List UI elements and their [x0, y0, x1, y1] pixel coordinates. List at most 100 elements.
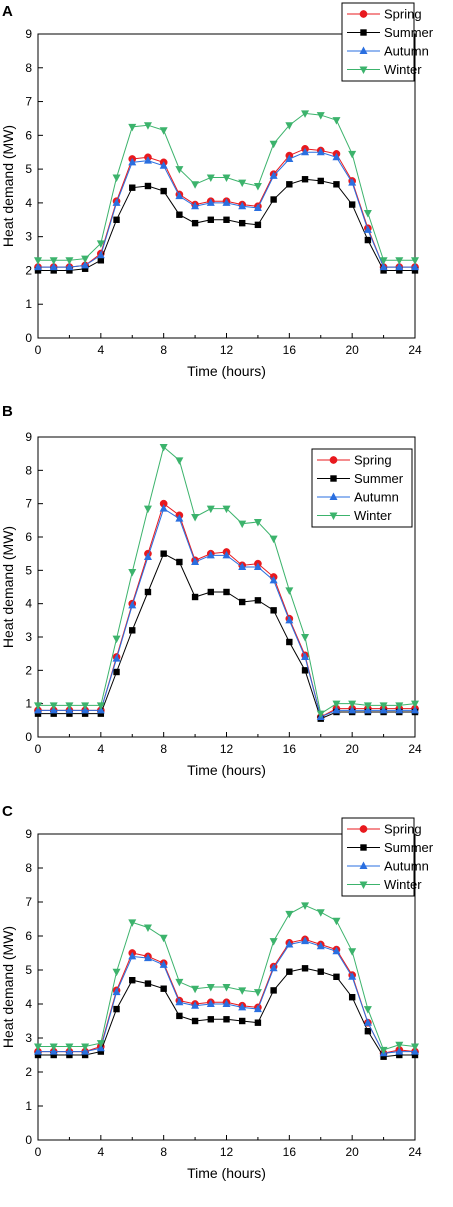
- data-point-autumn: [65, 262, 74, 271]
- data-point-autumn: [222, 198, 231, 206]
- data-point-summer: [286, 181, 293, 188]
- data-point-autumn: [238, 562, 247, 570]
- data-point-autumn: [363, 225, 372, 233]
- data-point-summer: [160, 550, 167, 557]
- data-point-winter: [65, 1043, 74, 1051]
- data-point-summer: [97, 257, 105, 264]
- x-tick-label: 12: [220, 1145, 234, 1159]
- x-tick-label: 0: [35, 343, 42, 357]
- data-point-autumn: [301, 147, 310, 156]
- x-axis-ticks: 0 4 8 12 16 20 24: [35, 1135, 422, 1159]
- data-point-winter: [34, 257, 42, 265]
- panel-letter: A: [2, 3, 13, 20]
- data-point-summer: [254, 221, 262, 229]
- legend-label-autumn: Autumn: [384, 859, 429, 874]
- data-point-winter: [411, 700, 419, 709]
- y-tick-label: 7: [25, 895, 32, 909]
- data-point-winter: [175, 978, 184, 987]
- y-tick-label: 4: [25, 597, 32, 611]
- data-point-summer: [286, 968, 293, 975]
- x-axis-title: Time (hours): [187, 363, 266, 379]
- data-point-winter: [332, 700, 341, 709]
- y-tick-label: 3: [25, 230, 32, 244]
- data-point-summer: [239, 219, 246, 227]
- legend-marker-spring: [329, 456, 338, 464]
- series-autumn: [34, 504, 419, 720]
- y-tick-label: 6: [25, 530, 32, 544]
- y-tick-label: 8: [25, 463, 32, 477]
- data-point-winter: [332, 117, 341, 125]
- data-point-summer: [239, 1017, 246, 1025]
- data-point-autumn: [285, 615, 294, 624]
- data-point-summer: [81, 710, 89, 717]
- y-tick-label: 2: [25, 263, 32, 277]
- series-line-autumn: [38, 940, 415, 1054]
- data-point-winter: [316, 909, 325, 917]
- data-point-autumn: [285, 154, 294, 162]
- data-point-winter: [301, 902, 310, 910]
- data-point-winter: [191, 514, 200, 522]
- y-tick-label: 1: [25, 697, 32, 711]
- x-tick-label: 12: [220, 343, 234, 357]
- data-point-winter: [112, 635, 121, 644]
- legend-marker-summer: [330, 475, 337, 482]
- data-point-autumn: [112, 987, 121, 996]
- x-tick-label: 0: [35, 1145, 42, 1159]
- data-point-summer: [129, 977, 136, 984]
- series-summer: [34, 965, 419, 1060]
- data-point-winter: [238, 520, 247, 529]
- data-point-winter: [143, 924, 152, 932]
- data-point-summer: [113, 668, 120, 676]
- legend: Spring Summer Autumn Winter: [341, 2, 434, 82]
- data-point-winter: [348, 700, 357, 709]
- data-point-winter: [191, 181, 200, 189]
- data-point-autumn: [332, 946, 341, 955]
- y-tick-label: 4: [25, 196, 32, 210]
- data-point-winter: [206, 984, 215, 992]
- data-point-winter: [238, 987, 247, 995]
- data-point-autumn: [191, 1001, 200, 1009]
- data-point-autumn: [222, 550, 231, 559]
- data-point-winter: [65, 257, 74, 265]
- series-line-summer: [38, 178, 415, 271]
- data-point-winter: [363, 1006, 372, 1014]
- y-tick-label: 4: [25, 997, 32, 1011]
- data-point-autumn: [253, 1004, 262, 1013]
- data-point-summer: [396, 267, 403, 274]
- y-axis-ticks: 0 1 2 3 4 5 6 7 8 9: [25, 827, 43, 1147]
- x-tick-label: 4: [97, 343, 104, 357]
- data-point-autumn: [411, 262, 419, 271]
- data-point-autumn: [96, 250, 105, 259]
- data-point-summer: [207, 588, 214, 596]
- data-point-winter: [253, 183, 262, 191]
- x-tick-label: 16: [283, 343, 297, 357]
- x-tick-label: 24: [408, 343, 422, 357]
- x-tick-label: 20: [345, 1145, 359, 1159]
- legend-marker-spring: [359, 10, 368, 18]
- legend-marker-autumn: [359, 861, 368, 869]
- legend-label-summer: Summer: [384, 25, 434, 40]
- data-point-winter: [269, 938, 278, 946]
- data-point-winter: [222, 505, 231, 514]
- data-point-autumn: [128, 600, 137, 609]
- x-tick-label: 4: [97, 1145, 104, 1159]
- data-point-winter: [379, 257, 388, 265]
- data-point-autumn: [206, 198, 215, 206]
- data-point-winter: [49, 1043, 58, 1051]
- x-tick-label: 8: [160, 343, 167, 357]
- data-point-autumn: [332, 705, 341, 714]
- data-point-autumn: [269, 575, 278, 584]
- data-point-winter: [159, 127, 168, 135]
- data-point-winter: [128, 919, 137, 927]
- data-point-autumn: [143, 552, 152, 560]
- data-point-summer: [50, 267, 57, 274]
- data-point-summer: [254, 1019, 262, 1026]
- data-point-summer: [380, 1053, 387, 1060]
- legend-marker-winter: [359, 881, 368, 889]
- y-tick-label: 5: [25, 162, 32, 176]
- y-tick-label: 6: [25, 929, 32, 943]
- data-point-summer: [160, 187, 167, 195]
- data-point-winter: [301, 110, 310, 118]
